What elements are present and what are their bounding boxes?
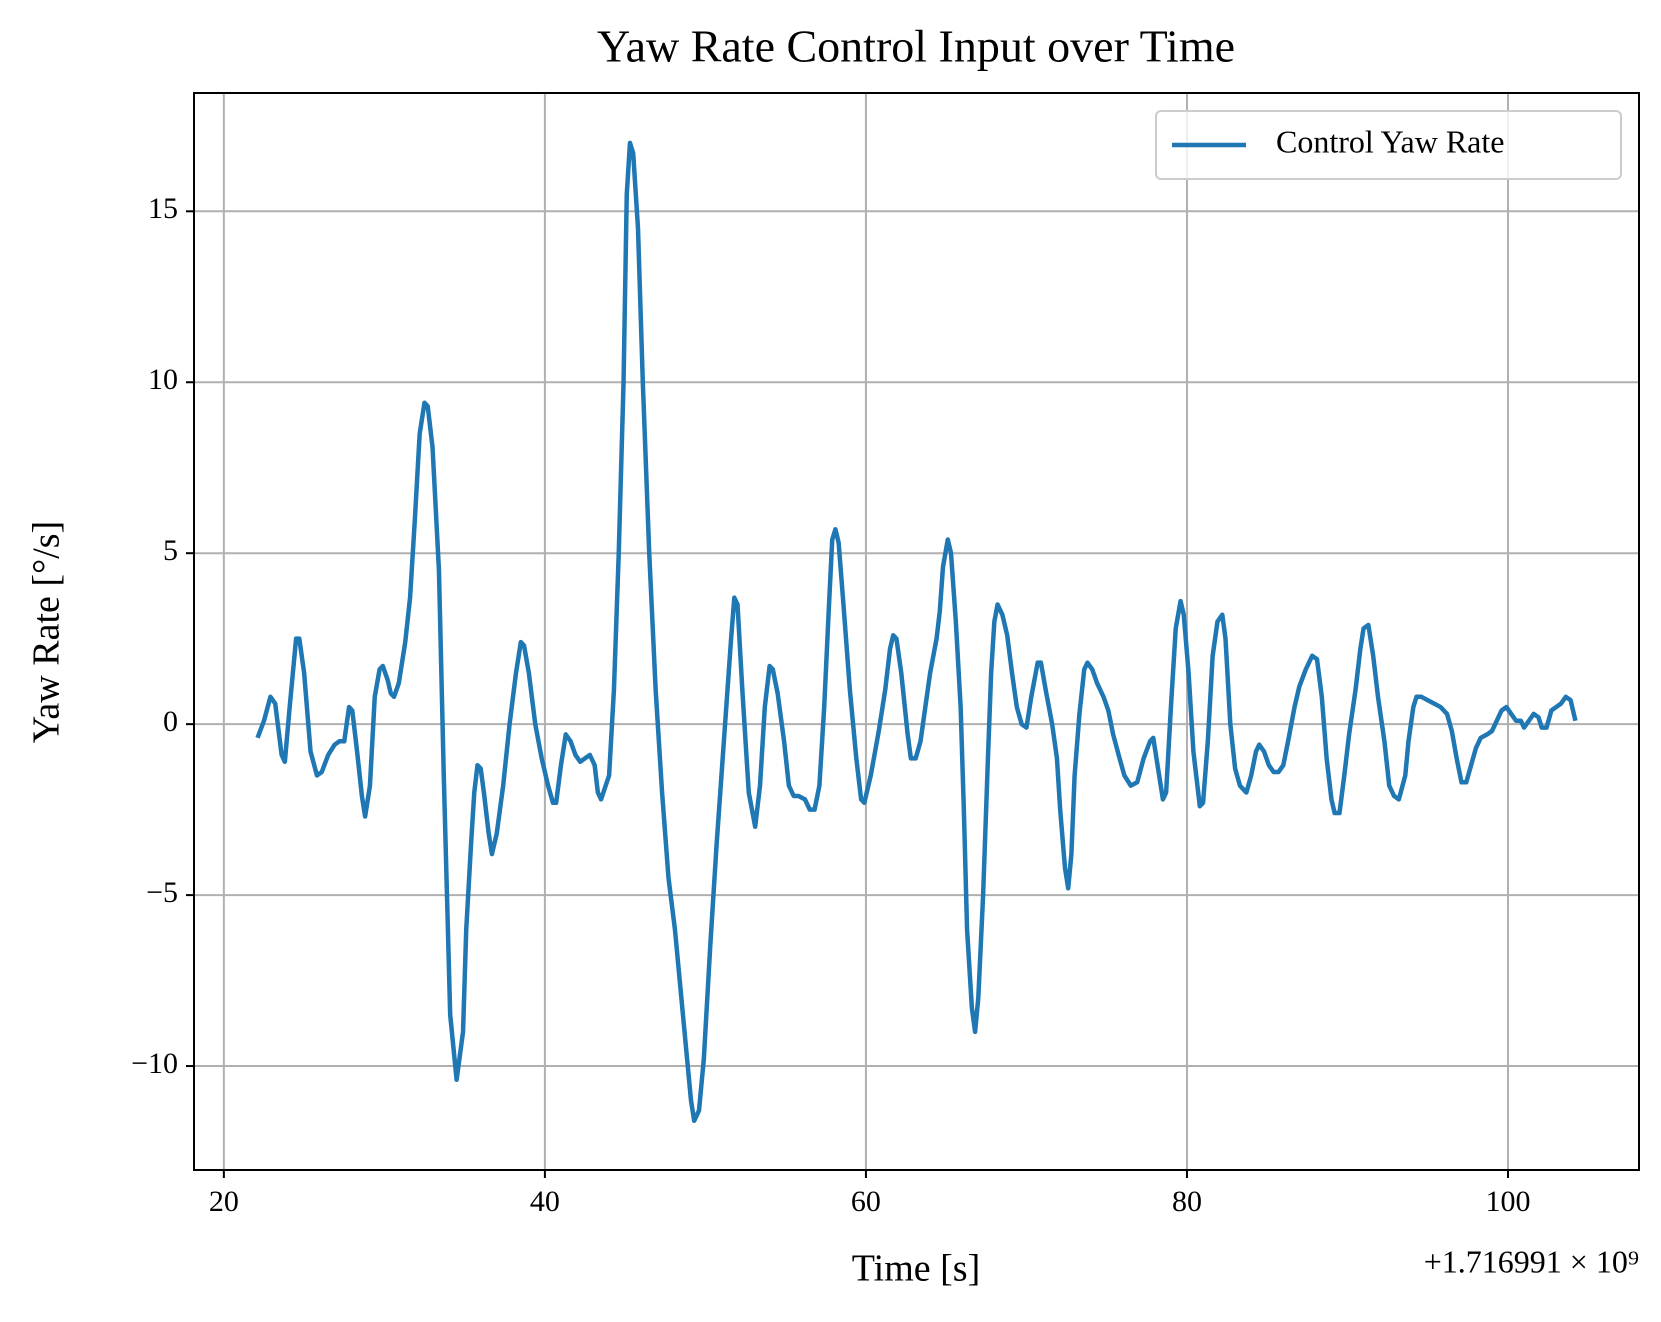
x-tick-label: 100 [1486, 1185, 1531, 1218]
x-tick-label: 80 [1172, 1185, 1202, 1218]
x-tick-label: 40 [530, 1185, 560, 1218]
y-tick-label: 5 [163, 534, 178, 567]
x-axis-label: Time [s] [852, 1248, 980, 1290]
legend-label: Control Yaw Rate [1276, 123, 1504, 159]
data-line [255, 140, 1578, 1124]
plot-frame [193, 92, 1640, 1171]
legend-box [1155, 110, 1622, 180]
y-tick-label: 15 [148, 192, 178, 225]
y-tick-label: 10 [148, 363, 178, 396]
y-tick-label: 0 [163, 705, 178, 738]
y-tick-label: −10 [131, 1047, 178, 1080]
x-tick-label: 60 [851, 1185, 881, 1218]
chart-title: Yaw Rate Control Input over Time [597, 21, 1235, 72]
x-offset-label: +1.716991 × 10⁹ [1424, 1243, 1639, 1279]
x-tick-label: 20 [209, 1185, 239, 1218]
y-axis-label: Yaw Rate [°/s] [26, 521, 68, 743]
y-tick-label: −5 [146, 876, 178, 909]
